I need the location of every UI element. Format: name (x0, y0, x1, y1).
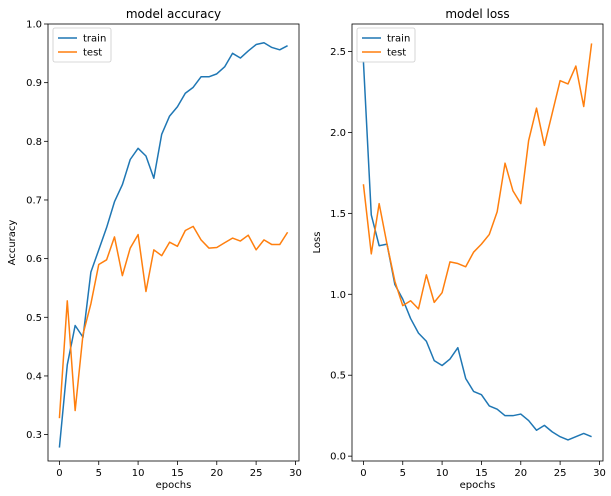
accuracy-legend-box (52, 27, 112, 63)
accuracy-plot-frame (47, 23, 300, 462)
accuracy-series-test-line (58, 225, 289, 419)
accuracy-x-tick-label: 15 (171, 468, 184, 479)
accuracy-x-tick-label: 10 (132, 468, 145, 479)
accuracy-y-tick-label: 0.7 (26, 195, 42, 206)
loss-series-train-line (362, 61, 592, 441)
accuracy-legend-label-test: test (83, 48, 102, 59)
loss-legend-box (356, 27, 416, 63)
accuracy-legend: train test (52, 27, 112, 63)
loss-plot-frame (351, 23, 604, 462)
accuracy-x-tick-label: 20 (210, 468, 223, 479)
loss-series-test-line (362, 43, 593, 310)
loss-y-axis-label: Loss (312, 232, 323, 254)
accuracy-y-tick-label: 0.3 (26, 430, 42, 441)
accuracy-y-tick-label: 0.8 (26, 137, 42, 148)
accuracy-x-tick-label: 5 (96, 468, 102, 479)
accuracy-x-axis-label: epochs (156, 480, 192, 491)
accuracy-chart: model accuracy 0 5 10 15 20 25 30 0.3 0.4 0.5 0.6 0.… (7, 7, 302, 491)
accuracy-y-tick-label: 0.4 (26, 371, 42, 382)
loss-title: model loss (445, 7, 509, 21)
loss-x-tick-label: 30 (593, 468, 606, 479)
loss-y-tick-label: 1.5 (330, 209, 346, 220)
accuracy-y-axis-label: Accuracy (7, 220, 18, 266)
accuracy-title: model accuracy (126, 7, 221, 21)
accuracy-legend-label-train: train (83, 34, 106, 45)
accuracy-y-tick-label: 0.6 (26, 254, 42, 265)
accuracy-x-tick-label: 0 (56, 468, 62, 479)
loss-x-tick-label: 10 (436, 468, 449, 479)
accuracy-y-tick-label: 1.0 (26, 20, 42, 31)
loss-y-tick-label: 0.0 (330, 452, 346, 463)
accuracy-x-tick-label: 25 (250, 468, 263, 479)
accuracy-x-tick-label: 30 (289, 468, 302, 479)
accuracy-series-train-line (58, 42, 288, 448)
loss-y-tick-label: 1.0 (330, 290, 346, 301)
accuracy-y-tick-label: 0.5 (26, 313, 42, 324)
loss-x-tick-label: 0 (360, 468, 366, 479)
loss-legend-label-test: test (387, 48, 406, 59)
loss-legend-label-train: train (387, 34, 410, 45)
loss-y-tick-label: 2.0 (330, 128, 346, 139)
loss-x-axis-label: epochs (460, 480, 496, 491)
loss-y-tick-label: 2.5 (330, 47, 346, 58)
accuracy-y-tick-label: 0.9 (26, 78, 42, 89)
loss-x-tick-label: 15 (475, 468, 488, 479)
loss-y-tick-label: 0.5 (330, 371, 346, 382)
loss-x-tick-label: 25 (554, 468, 567, 479)
loss-legend: train test (356, 27, 416, 63)
loss-x-tick-label: 5 (400, 468, 406, 479)
loss-chart: model loss 0 5 10 15 20 25 30 0.0 0.5 1.0 1.5 2.0 2.5… (312, 7, 606, 491)
loss-x-tick-label: 20 (514, 468, 527, 479)
